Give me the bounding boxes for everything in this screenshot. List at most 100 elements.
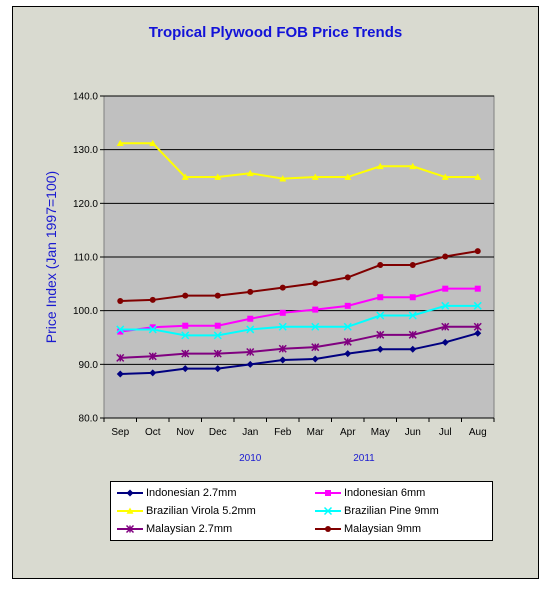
series-line xyxy=(120,142,478,180)
data-point xyxy=(149,324,156,331)
data-point xyxy=(182,292,189,299)
data-point xyxy=(474,285,481,292)
data-point xyxy=(148,352,157,361)
legend-swatch xyxy=(315,526,341,532)
data-point xyxy=(408,311,417,320)
data-point xyxy=(409,345,417,353)
data-point xyxy=(409,294,416,301)
data-point xyxy=(311,355,319,363)
legend-marker xyxy=(323,506,333,516)
data-point xyxy=(213,349,222,358)
data-point xyxy=(409,162,417,170)
data-point xyxy=(117,298,124,305)
data-point xyxy=(344,173,352,180)
x-tick-label: Oct xyxy=(145,427,161,438)
legend-item: Brazilian Pine 9mm xyxy=(315,504,439,518)
data-point xyxy=(213,331,222,340)
data-point xyxy=(279,309,286,316)
marker-stroke xyxy=(311,322,320,331)
data-point xyxy=(279,175,287,182)
data-point xyxy=(181,365,189,373)
legend-label: Indonesian 2.7mm xyxy=(146,487,237,499)
data-point xyxy=(441,322,450,331)
y-tick-label: 100.0 xyxy=(73,306,98,317)
data-point xyxy=(116,139,124,147)
data-point xyxy=(246,360,254,368)
legend: Indonesian 2.7mm Indonesian 6mm Brazilian … xyxy=(110,481,493,541)
marker-stroke xyxy=(278,322,287,331)
year-label: 2010 xyxy=(239,453,262,464)
data-point xyxy=(246,325,255,334)
data-point xyxy=(311,173,319,180)
y-tick-label: 130.0 xyxy=(73,145,98,156)
legend-item: Indonesian 2.7mm xyxy=(117,486,237,500)
legend-marker xyxy=(325,526,331,532)
y-tick-label: 110.0 xyxy=(74,253,99,264)
data-point xyxy=(279,284,286,291)
legend-swatch xyxy=(117,489,143,497)
data-point xyxy=(311,322,320,331)
series-0 xyxy=(116,329,482,378)
data-point xyxy=(247,315,254,322)
x-tick-label: Aug xyxy=(469,427,487,438)
data-point xyxy=(149,139,157,147)
series-1 xyxy=(117,285,481,335)
legend-marker xyxy=(126,507,134,514)
x-tick-label: Jul xyxy=(439,427,452,438)
legend-swatch xyxy=(315,490,341,496)
data-point xyxy=(116,370,124,378)
x-tick-label: Feb xyxy=(274,427,292,438)
legend-marker xyxy=(126,489,134,497)
series-line xyxy=(120,304,478,337)
series-5 xyxy=(117,248,481,305)
legend-marker xyxy=(125,524,135,534)
data-point xyxy=(116,353,125,362)
data-point xyxy=(149,296,156,303)
x-tick-label: Sep xyxy=(111,427,129,438)
data-point xyxy=(474,173,482,180)
series-line xyxy=(120,325,478,359)
legend-swatch xyxy=(117,524,143,534)
data-point xyxy=(474,329,482,337)
legend-label: Malaysian 9mm xyxy=(344,523,422,535)
legend-item: Malaysian 2.7mm xyxy=(117,522,232,536)
series-line xyxy=(120,287,478,333)
legend-label: Malaysian 2.7mm xyxy=(146,523,233,535)
y-axis-title: Price Index (Jan 1997=100) xyxy=(43,171,59,343)
marker-stroke xyxy=(473,301,482,310)
x-tick-label: Jun xyxy=(405,427,421,438)
data-point xyxy=(441,301,450,310)
legend-marker xyxy=(325,490,331,496)
legend-label: Brazilian Pine 9mm xyxy=(344,505,439,517)
x-tick-label: Jan xyxy=(242,427,258,438)
y-tick-label: 80.0 xyxy=(79,414,99,425)
data-point xyxy=(344,350,352,358)
data-point xyxy=(377,294,384,301)
data-point xyxy=(344,274,351,281)
data-point xyxy=(474,248,481,255)
data-point xyxy=(408,330,417,339)
y-tick-label: 140.0 xyxy=(73,92,98,103)
data-point xyxy=(473,301,482,310)
data-point xyxy=(376,345,384,353)
series-line xyxy=(120,332,479,375)
data-point xyxy=(312,306,319,313)
data-point xyxy=(181,349,190,358)
data-point xyxy=(278,322,287,331)
series-line xyxy=(120,250,478,303)
legend-swatch xyxy=(117,507,143,514)
data-point xyxy=(376,330,385,339)
x-tick-label: Apr xyxy=(340,427,356,438)
marker-stroke xyxy=(408,311,417,320)
y-tick-label: 90.0 xyxy=(79,360,99,371)
marker-stroke xyxy=(343,322,352,331)
data-point xyxy=(343,322,352,331)
series-3 xyxy=(116,301,482,340)
data-point xyxy=(214,292,221,299)
data-point xyxy=(214,322,221,329)
legend-swatch xyxy=(315,506,341,516)
legend-item: Indonesian 6mm xyxy=(315,486,425,500)
data-point xyxy=(312,280,319,287)
marker-stroke xyxy=(116,325,125,334)
